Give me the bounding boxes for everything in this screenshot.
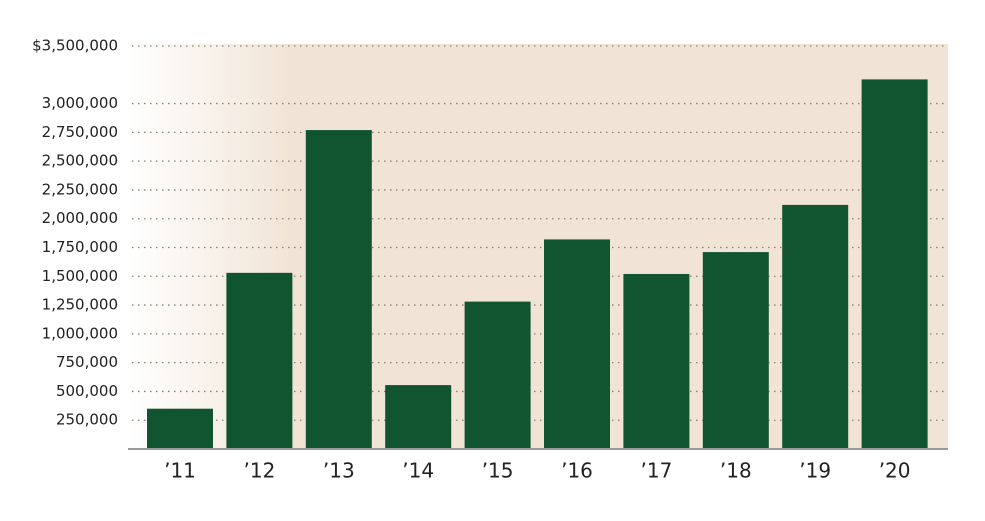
x-tick-label: ’16 [561, 459, 593, 483]
y-tick-label: 1,750,000 [42, 238, 118, 256]
bar [385, 385, 452, 449]
x-tick-label: ’13 [323, 459, 355, 483]
y-tick-label: 250,000 [56, 411, 118, 429]
y-tick-label: 1,000,000 [42, 324, 118, 342]
x-tick-label: ’20 [879, 459, 911, 483]
bar [702, 252, 769, 449]
bar [782, 204, 849, 449]
x-tick-label: ’17 [640, 459, 672, 483]
bar [305, 130, 372, 449]
y-tick-label: 500,000 [56, 382, 118, 400]
y-tick-label: 2,750,000 [42, 123, 118, 141]
y-tick-label: 750,000 [56, 353, 118, 371]
y-tick-label: 2,500,000 [42, 152, 118, 170]
x-tick-label: ’14 [402, 459, 434, 483]
x-tick-label: ’11 [164, 459, 196, 483]
y-tick-label: 1,250,000 [42, 296, 118, 314]
bar [861, 79, 928, 450]
bar [544, 239, 610, 449]
bar [147, 408, 213, 449]
x-tick-label: ’19 [799, 459, 831, 483]
y-tick-label: 2,250,000 [42, 180, 118, 198]
y-tick-label: 2,000,000 [42, 209, 118, 227]
y-tick-label: 3,000,000 [42, 94, 118, 112]
bar [226, 272, 293, 449]
y-tick-label: 1,500,000 [42, 267, 118, 285]
x-tick-label: ’12 [243, 459, 275, 483]
x-tick-label: ’18 [720, 459, 752, 483]
x-tick-label: ’15 [482, 459, 514, 483]
y-tick-label: $3,500,000 [32, 37, 118, 55]
bar [464, 301, 531, 449]
bar [623, 273, 690, 449]
